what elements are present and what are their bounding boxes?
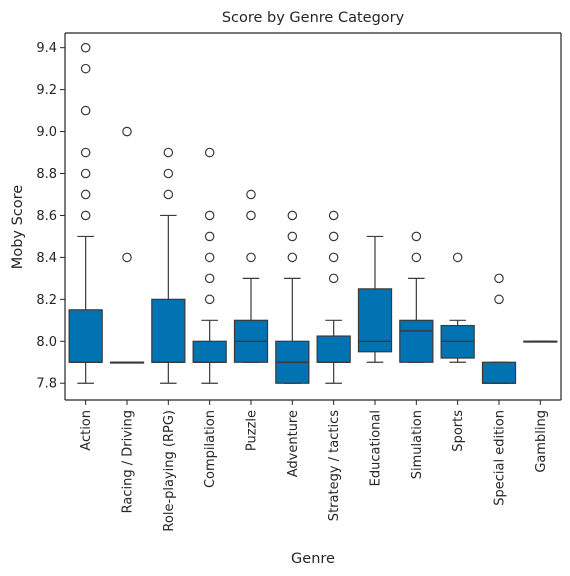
- x-tick-label: Educational: [369, 410, 384, 486]
- box-9: [399, 319, 434, 363]
- outlier-point: [80, 105, 91, 116]
- outlier-point: [163, 189, 174, 200]
- box-1: [68, 309, 103, 363]
- y-axis-label: Moby Score: [10, 185, 26, 269]
- y-tick-label: 7.8: [36, 377, 57, 392]
- outlier-point: [328, 210, 339, 221]
- outlier-point: [204, 231, 215, 242]
- outlier-point: [287, 252, 298, 263]
- outlier-point: [204, 147, 215, 158]
- x-tick-label: Role-playing (RPG): [162, 410, 177, 532]
- outlier-point: [122, 252, 132, 263]
- y-tick-label: 9.2: [36, 83, 57, 98]
- outlier-point: [411, 252, 422, 263]
- outlier-point: [80, 147, 91, 158]
- outlier-point: [328, 231, 339, 242]
- outlier-point: [204, 210, 215, 221]
- y-tick-label: 9.4: [36, 41, 57, 56]
- outlier-point: [80, 168, 91, 179]
- x-tick-label: Gambling: [534, 410, 549, 473]
- x-tick-label: Sports: [451, 410, 466, 452]
- outlier-point: [80, 63, 91, 74]
- outlier-point: [494, 294, 504, 305]
- x-axis-label: Genre: [291, 551, 335, 567]
- x-tick-label: Simulation: [410, 410, 425, 479]
- outlier-point: [80, 189, 91, 200]
- outlier-point: [163, 168, 174, 179]
- x-tick-label: Special edition: [493, 410, 508, 506]
- outlier-point: [287, 231, 298, 242]
- outlier-point: [204, 252, 215, 263]
- outlier-point: [494, 273, 504, 284]
- plot-area: 7.8 8.0 8.2 8.4 8.6 8.8 9.0 9.2 9.4 Action Racing …: [36, 32, 562, 532]
- box-3: [151, 298, 186, 363]
- outlier-point: [80, 210, 91, 221]
- y-tick-label: 8.0: [36, 335, 57, 350]
- outlier-point: [246, 210, 256, 221]
- x-tick-label: Puzzle: [245, 410, 260, 451]
- outlier-point: [122, 126, 132, 137]
- y-tick-label: 8.4: [36, 251, 57, 266]
- chart-title: Score by Genre Category: [222, 10, 405, 26]
- y-tick-label: 9.0: [36, 125, 57, 140]
- box-8: [357, 288, 393, 353]
- box-4: [192, 340, 227, 363]
- outlier-point: [246, 189, 256, 200]
- outlier-point: [204, 273, 215, 284]
- outlier-point: [204, 294, 215, 305]
- y-tick-label: 8.6: [36, 209, 57, 224]
- outlier-point: [411, 231, 422, 242]
- x-tick-label: Action: [79, 410, 94, 451]
- x-tick-label: Strategy / tactics: [327, 410, 342, 521]
- outlier-point: [328, 252, 339, 263]
- x-tick-label: Racing / Driving: [121, 410, 136, 513]
- outlier-point: [246, 252, 256, 263]
- y-tick-label: 8.2: [36, 293, 57, 308]
- outlier-point: [328, 273, 339, 284]
- box-7: [316, 335, 351, 363]
- outlier-point: [287, 210, 298, 221]
- outlier-point: [80, 42, 91, 53]
- x-tick-label: Compilation: [203, 410, 218, 488]
- outlier-point: [163, 147, 174, 158]
- box-11: [481, 361, 517, 384]
- outlier-point: [452, 252, 463, 263]
- y-tick-label: 8.8: [36, 167, 57, 182]
- x-tick-label: Adventure: [286, 410, 301, 477]
